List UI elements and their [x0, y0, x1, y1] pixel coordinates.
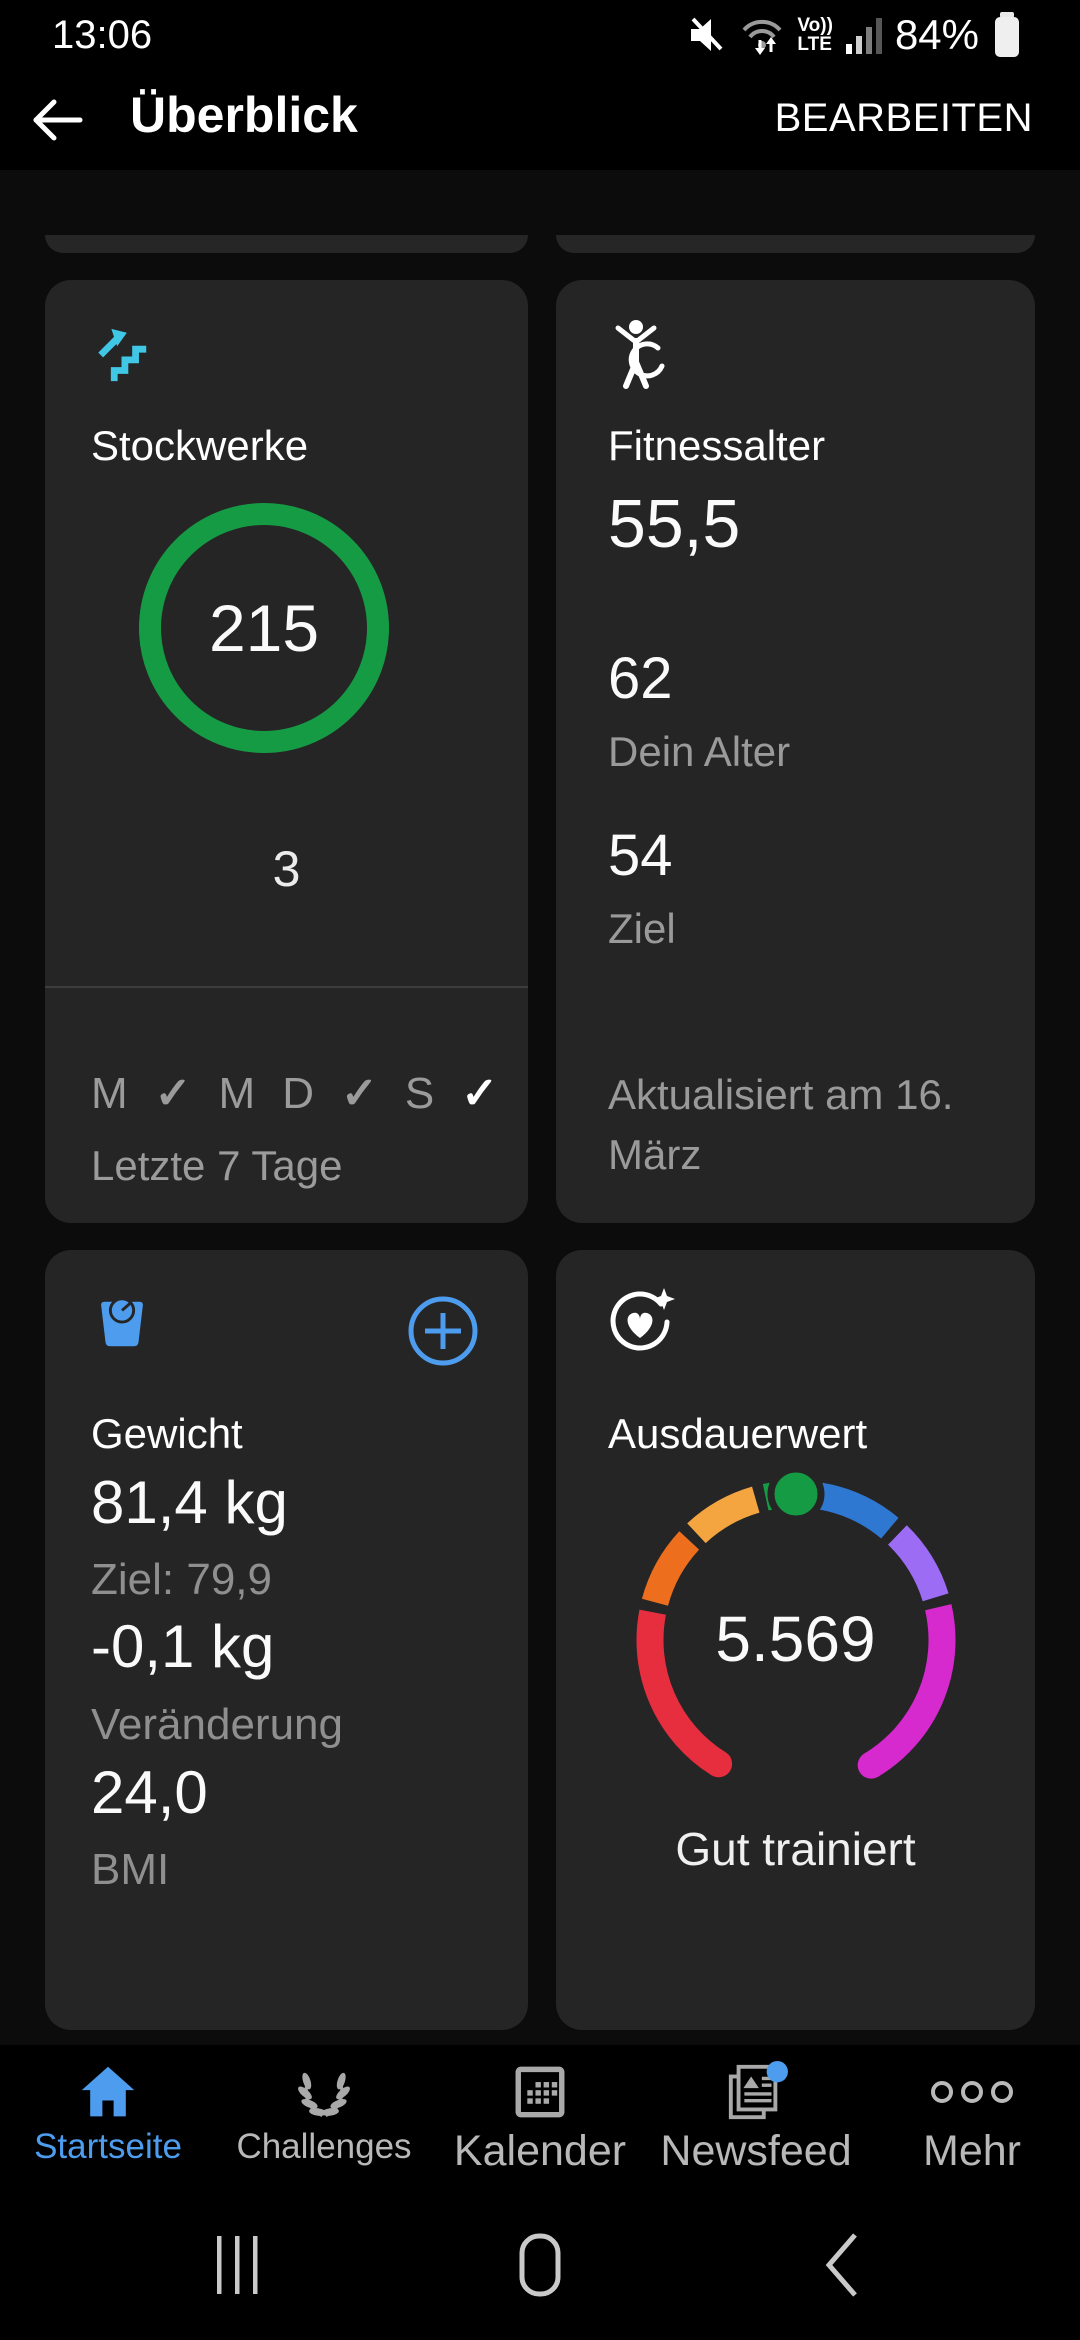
card-stub — [556, 235, 1035, 253]
edit-button[interactable]: BEARBEITEN — [774, 96, 1033, 140]
weight-scale-icon — [101, 1297, 143, 1347]
tab-calendar-label: Kalender — [453, 2127, 627, 2175]
home-button[interactable] — [500, 2230, 580, 2300]
wifi-icon — [742, 19, 782, 55]
weight-goal: Ziel: 79,9 — [91, 1555, 272, 1604]
add-weight-button[interactable] — [406, 1294, 480, 1368]
tab-challenges[interactable]: Challenges — [216, 2045, 432, 2190]
tab-calendar[interactable]: Kalender — [432, 2045, 648, 2190]
day-indicator: D — [282, 1068, 314, 1118]
newsfeed-icon — [728, 2061, 788, 2120]
back-arrow-icon[interactable] — [30, 94, 86, 146]
day-indicator: S — [404, 1068, 435, 1118]
calendar-icon — [515, 2066, 565, 2118]
battery-percent: 84% — [894, 11, 979, 58]
tab-home[interactable]: Startseite — [0, 2045, 216, 2190]
clock: 13:06 — [52, 12, 153, 57]
floors-card[interactable]: Stockwerke 215 3 M ✓ M D ✓ S ✓ Letzte 7 … — [45, 280, 528, 1223]
fitness-age-title: Fitnessalter — [608, 422, 826, 469]
fitness-age-updated: Aktualisiert am 16. März — [608, 1071, 954, 1178]
fitness-age-icon — [615, 320, 665, 389]
day-indicator: M — [91, 1068, 128, 1118]
card-stub — [45, 235, 528, 253]
bmi-value: 24,0 — [91, 1759, 208, 1826]
back-button[interactable] — [802, 2230, 882, 2300]
back-chevron-icon — [825, 2233, 857, 2297]
status-icons: Vo)) LTE 84% — [687, 11, 1022, 59]
weight-title: Gewicht — [91, 1410, 243, 1457]
scroll-content[interactable]: Stockwerke 215 3 M ✓ M D ✓ S ✓ Letzte 7 … — [0, 170, 1080, 2045]
tab-newsfeed[interactable]: Newsfeed — [648, 2045, 864, 2190]
volte-icon: Vo)) LTE — [797, 15, 833, 55]
fitness-age-card[interactable]: Fitnessalter 55,5 62 Dein Alter 54 Ziel … — [556, 280, 1035, 1223]
app-header: Überblick BEARBEITEN — [0, 70, 1080, 170]
floors-period-label: Letzte 7 Tage — [91, 1142, 343, 1189]
weight-change: -0,1 kg — [91, 1613, 275, 1680]
endurance-value: 5.569 — [715, 1603, 876, 1675]
divider — [45, 986, 528, 988]
mute-icon — [691, 17, 723, 51]
tab-home-label: Startseite — [34, 2127, 182, 2166]
current-age-value: 62 — [608, 646, 673, 711]
recents-button[interactable] — [198, 2230, 278, 2300]
goal-age-label: Ziel — [608, 905, 676, 952]
laurel-icon — [298, 2072, 350, 2118]
weight-card[interactable]: Gewicht 81,4 kg Ziel: 79,9 -0,1 kg Verän… — [45, 1250, 528, 2030]
endurance-status: Gut trainiert — [675, 1823, 916, 1875]
floors-title: Stockwerke — [91, 422, 309, 469]
page-title: Überblick — [130, 87, 358, 143]
bottom-tab-bar: Startseite Challenges — [0, 2045, 1080, 2190]
tab-more[interactable]: Mehr — [864, 2045, 1080, 2190]
status-bar: 13:06 Vo)) LTE 84% — [0, 0, 1080, 70]
floors-value: 215 — [208, 591, 320, 665]
goal-age-value: 54 — [608, 823, 673, 888]
signal-icon — [845, 18, 882, 54]
fitness-age-value: 55,5 — [608, 486, 741, 562]
home-icon — [81, 2066, 135, 2117]
floors-week-row: M ✓ M D ✓ S ✓ — [91, 1068, 498, 1119]
tab-more-label: Mehr — [923, 2127, 1021, 2175]
day-indicator: ✓ — [340, 1069, 378, 1118]
endurance-title: Ausdauerwert — [608, 1410, 868, 1457]
day-indicator: ✓ — [154, 1069, 192, 1118]
home-pill-icon — [519, 2233, 561, 2297]
day-indicator: M — [218, 1068, 256, 1118]
more-icon — [931, 2081, 1013, 2103]
day-indicator: ✓ — [461, 1069, 499, 1118]
weight-current: 81,4 kg — [91, 1469, 288, 1536]
battery-icon — [995, 12, 1019, 57]
newsfeed-badge — [766, 2061, 788, 2083]
weight-change-label: Veränderung — [91, 1700, 343, 1749]
tab-challenges-label: Challenges — [236, 2127, 412, 2166]
stairs-icon — [98, 328, 147, 382]
floors-secondary-value: 3 — [272, 841, 301, 897]
recents-icon — [217, 2236, 258, 2294]
floors-progress-ring: 215 — [139, 503, 389, 753]
android-nav-bar — [0, 2190, 1080, 2340]
current-age-label: Dein Alter — [608, 728, 791, 775]
bmi-label: BMI — [91, 1845, 170, 1894]
endurance-card[interactable]: Ausdauerwert 5.569 Gut trainiert — [556, 1250, 1035, 2030]
tab-newsfeed-label: Newsfeed — [660, 2127, 852, 2175]
endurance-icon — [610, 1288, 675, 1351]
